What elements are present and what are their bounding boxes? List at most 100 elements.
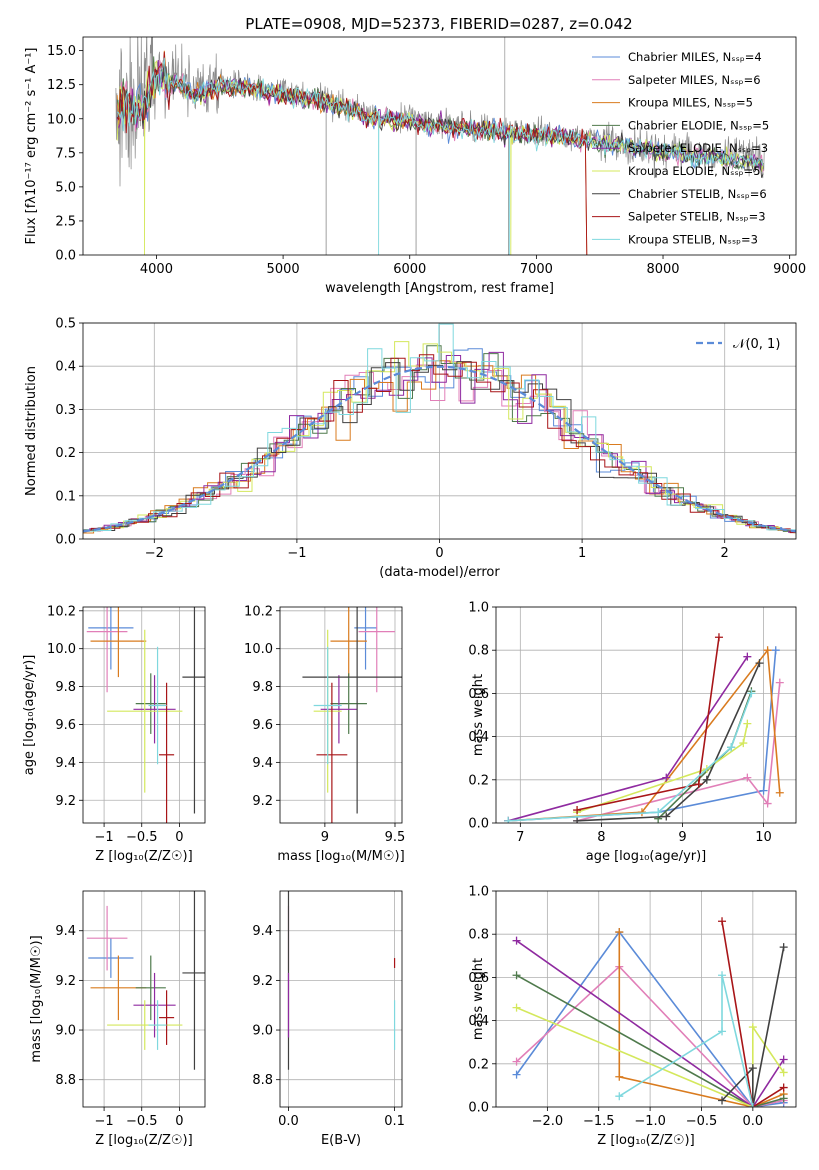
legend-label: Chabrier ELODIE, Nₛₛₚ=5 [628, 118, 769, 132]
y-tick-label: 0.4 [468, 1014, 489, 1029]
data-point-marker [694, 780, 703, 789]
data-point-marker [779, 1068, 788, 1077]
data-point-marker [743, 719, 752, 728]
plot-area-age-mass [302, 607, 402, 823]
data-point-marker [512, 936, 521, 945]
data-point-marker [512, 1070, 521, 1079]
x-tick-label: 0 [175, 830, 183, 845]
errorbar-kroupa-stelib [148, 1000, 167, 1050]
data-point-marker [743, 652, 752, 661]
cumulative-line-salpeter-stelib [721, 921, 785, 1107]
errorbar-salpeter-elodie [133, 972, 176, 1038]
data-point-marker [504, 816, 513, 823]
x-tick-label: 0.0 [278, 1114, 299, 1129]
data-point-marker [714, 633, 723, 642]
x-tick-label: 6000 [393, 262, 426, 277]
cumulative-line-salpeter-elodie [516, 940, 785, 1107]
x-tick-label: 0 [435, 546, 443, 561]
panel-cum-metal: −2.0 −1.5 −1.0 −0.5 0.0 0.0 0.2 0.4 0.6 0.8 1.0 Z [… [468, 885, 797, 1148]
y-tick-label: 9.4 [252, 756, 273, 771]
x-tick-label: 0 [175, 1114, 183, 1129]
data-point-marker [779, 943, 788, 952]
cumulative-line-chabrier-elodie [516, 974, 784, 1107]
model-spectrum-kroupa-stelib [116, 57, 764, 255]
y-tick-label: 0.6 [468, 687, 489, 702]
gaussian-reference-curve [83, 365, 796, 533]
legend-label: 𝒩(0, 1) [733, 337, 780, 352]
y-tick-label: 0.5 [55, 317, 76, 332]
y-tick-label: 0.0 [55, 533, 76, 548]
cumulative-line-kroupa-stelib [618, 975, 754, 1107]
axes-frame [82, 606, 206, 824]
y-tick-label: 1.0 [468, 885, 489, 900]
legend-label: Chabrier STELIB, Nₛₛₚ=6 [628, 187, 767, 201]
y-tick-label: 0.8 [468, 644, 489, 659]
y-tick-label: 9.6 [55, 718, 76, 733]
x-tick-label: 0.0 [743, 1114, 764, 1129]
x-axis-label: Z [log₁₀(Z/Z☉)] [95, 1133, 192, 1148]
errorbar-chabrier-miles [88, 607, 134, 670]
residual-histogram-kroupa-stelib [83, 323, 796, 533]
data-point-marker [727, 743, 736, 752]
x-axis-label: (data-model)/error [379, 565, 500, 580]
y-tick-label: 0.8 [468, 928, 489, 943]
x-axis-label: E(B-V) [321, 1133, 361, 1148]
y-tick-label: 8.8 [252, 1073, 273, 1088]
errorbar-chabrier-elodie [135, 955, 166, 1021]
errorbar-chabrier-stelib [182, 607, 205, 814]
y-tick-label: 9.4 [55, 756, 76, 771]
data-point-marker [573, 816, 582, 823]
y-tick-label: 0.3 [55, 403, 76, 418]
x-axis-label: age [log₁₀(age/yr)] [586, 849, 707, 864]
legend-label: Kroupa STELIB, Nₛₛₚ=3 [628, 232, 758, 246]
errorbar-chabrier-miles [354, 607, 377, 670]
y-tick-label: 10.2 [244, 604, 273, 619]
y-axis-label: mass [log₁₀(M/M☉)] [29, 935, 44, 1062]
y-axis-label: mass weight [471, 958, 486, 1040]
y-tick-label: 0.2 [468, 1057, 489, 1072]
errorbar-salpeter-miles [86, 905, 128, 971]
x-tick-label: 9000 [773, 262, 806, 277]
data-point-marker [718, 971, 727, 980]
panel-spectrum: 4000 5000 6000 7000 8000 9000 0.0 2.5 5.0 7.5 10.0… [24, 15, 806, 296]
errorbar-chabrier-miles [88, 938, 134, 978]
x-tick-label: 0.1 [384, 1114, 405, 1129]
data-point-marker [512, 1057, 521, 1066]
y-axis-label: Normed distribution [24, 366, 39, 496]
x-tick-label: −0.5 [126, 1114, 158, 1129]
plot-area-spectrum [115, 37, 765, 255]
legend-label: Chabrier MILES, Nₛₛₚ=4 [628, 50, 762, 64]
x-tick-label: 9.5 [385, 830, 406, 845]
data-point-marker [763, 799, 772, 808]
x-tick-label: 4000 [140, 262, 173, 277]
data-point-marker [775, 678, 784, 687]
x-tick-label: −0.5 [686, 1114, 718, 1129]
y-tick-label: 9.2 [55, 794, 76, 809]
x-tick-label: −1 [287, 546, 306, 561]
y-tick-label: 7.5 [55, 146, 76, 161]
cumulative-line-kroupa-miles [618, 932, 785, 1107]
x-tick-label: −2.0 [532, 1114, 564, 1129]
axes-frame [82, 322, 797, 540]
legend: Chabrier MILES, Nₛₛₚ=4 Salpeter MILES, Nₛ… [592, 50, 769, 246]
errorbar-kroupa-miles [90, 607, 147, 678]
x-tick-label: −0.5 [126, 830, 158, 845]
panel-cum-age: 7 8 9 10 0.0 0.2 0.4 0.6 0.8 1.0 age [log₁₀(age/yr… [468, 601, 797, 864]
axes-frame [82, 890, 206, 1108]
y-tick-label: 9.2 [252, 794, 273, 809]
x-tick-label: 2 [721, 546, 729, 561]
cumulative-line-salpeter-miles [576, 682, 781, 822]
data-point-marker [775, 788, 784, 797]
errorbar-kroupa-stelib [148, 646, 167, 765]
errorbar-salpeter-elodie [320, 675, 358, 744]
model-spectrum-salpeter-stelib [116, 51, 588, 255]
y-tick-label: 0.2 [55, 446, 76, 461]
data-point-marker [755, 659, 764, 668]
plot-area-mass-ebv [287, 891, 396, 1070]
data-point-marker [512, 971, 521, 980]
plot-area-mass-metal [86, 891, 205, 1070]
legend-label: Salpeter MILES, Nₛₛₚ=6 [628, 73, 761, 87]
y-tick-label: 0.4 [468, 730, 489, 745]
y-tick-label: 0.2 [468, 773, 489, 788]
